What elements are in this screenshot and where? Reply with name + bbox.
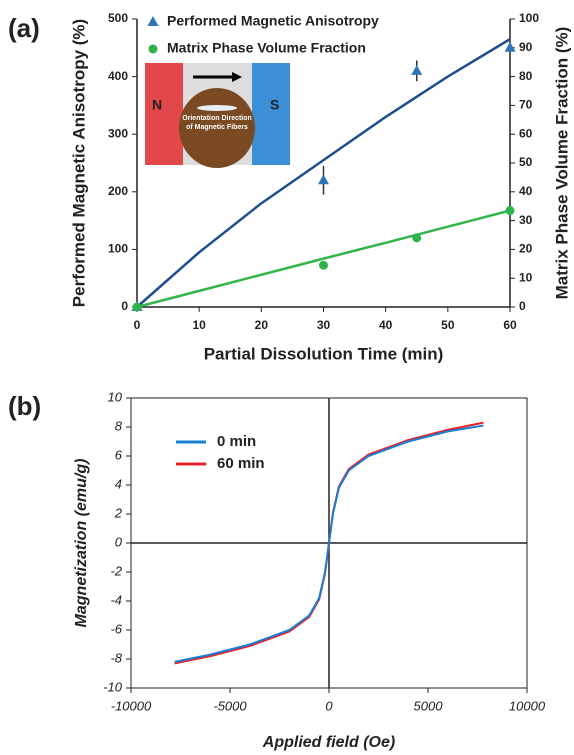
magnet-n: [145, 63, 183, 165]
y2-tick-label: 30: [519, 213, 533, 227]
y-tick-label: 100: [108, 242, 128, 256]
marker: [319, 260, 328, 270]
y-tick-label: 2: [114, 505, 123, 520]
x-axis-title: Partial Dissolution Time (min): [204, 344, 444, 363]
y2-tick-label: 80: [519, 69, 533, 83]
y-tick-label: 6: [115, 447, 123, 462]
inset-label: S: [270, 97, 279, 113]
y2-tick-label: 90: [519, 40, 533, 54]
y2-tick-label: 50: [519, 155, 533, 169]
legend-label: Performed Magnetic Anisotropy: [167, 13, 379, 29]
x-tick-label: 10000: [509, 698, 546, 713]
marker: [132, 302, 142, 312]
legend-marker: [148, 44, 158, 54]
y-tick-label: 400: [108, 69, 128, 83]
y-tick-label: 500: [108, 11, 128, 25]
x-tick-label: 5000: [414, 698, 444, 713]
x-tick-label: 0: [134, 318, 141, 332]
y2-tick-label: 20: [519, 242, 533, 256]
y-tick-label: -8: [110, 650, 122, 665]
y2-axis-title: Matrix Phase Volume Fraction (%): [552, 27, 571, 300]
x-tick-label: -10000: [111, 698, 152, 713]
fit-line: [136, 209, 511, 309]
y-axis-title: Performed Magnetic Anisotropy (%): [69, 19, 88, 307]
legend-marker: [147, 16, 159, 26]
marker: [411, 64, 423, 75]
y-tick-label: 10: [108, 389, 123, 404]
panel-label: (b): [8, 391, 41, 421]
data-line: [174, 424, 484, 663]
y-tick-label: 0: [121, 299, 128, 313]
panel-label: (a): [8, 13, 40, 43]
y-tick-label: 300: [108, 126, 128, 140]
x-tick-label: 30: [317, 318, 331, 332]
x-tick-label: 10: [192, 318, 206, 332]
legend-label: Matrix Phase Volume Fraction: [167, 40, 366, 56]
y-axis-title: Magnetization (emu/g): [73, 459, 90, 628]
y2-tick-label: 60: [519, 126, 533, 140]
marker: [504, 41, 516, 52]
y-tick-label: 200: [108, 184, 128, 198]
x-tick-label: 50: [441, 318, 455, 332]
y-tick-label: 0: [115, 534, 123, 549]
inset-photo: N S Orientation Direction of Magnetic Fi…: [145, 63, 290, 168]
inset-label: of Magnetic Fibers: [186, 124, 248, 131]
magnet-s: [252, 63, 290, 165]
panel: (a)0 10 20 30 40 50 60010020030040050001020304…: [8, 11, 571, 363]
y-tick-label: -4: [110, 592, 122, 607]
y-tick-label: -10: [103, 679, 123, 694]
y-tick-label: 4: [115, 476, 122, 491]
panel: (b) -10000 -5000 0 5000 10000 -10 -8 -6 -4 -2 0 2 4 6 8…: [8, 389, 546, 751]
y2-tick-label: 100: [519, 11, 539, 25]
x-tick-label: 40: [379, 318, 393, 332]
legend-label: 0 min: [217, 433, 256, 450]
y2-tick-label: 0: [519, 299, 526, 313]
marker: [412, 233, 422, 243]
marker: [318, 174, 329, 185]
legend-label: 60 min: [217, 455, 265, 472]
y-tick-label: -6: [110, 621, 122, 636]
x-tick-label: -5000: [213, 698, 247, 713]
x-tick-label: 60: [503, 318, 517, 332]
fit-line: [136, 38, 511, 308]
x-tick-label: 20: [255, 318, 269, 332]
y2-tick-label: 70: [519, 98, 533, 112]
y-tick-label: 8: [115, 418, 123, 433]
marker: [505, 206, 515, 216]
inset-label: Orientation Direction: [182, 115, 252, 122]
x-axis-title: Applied field (Oe): [262, 734, 395, 751]
y2-tick-label: 40: [519, 184, 533, 198]
inset-label: N: [152, 97, 162, 113]
arrow-head: [232, 72, 242, 82]
fiber: [197, 105, 237, 111]
y2-tick-label: 10: [519, 270, 533, 284]
y-tick-label: -2: [110, 563, 122, 578]
x-tick-label: 0: [325, 698, 333, 713]
